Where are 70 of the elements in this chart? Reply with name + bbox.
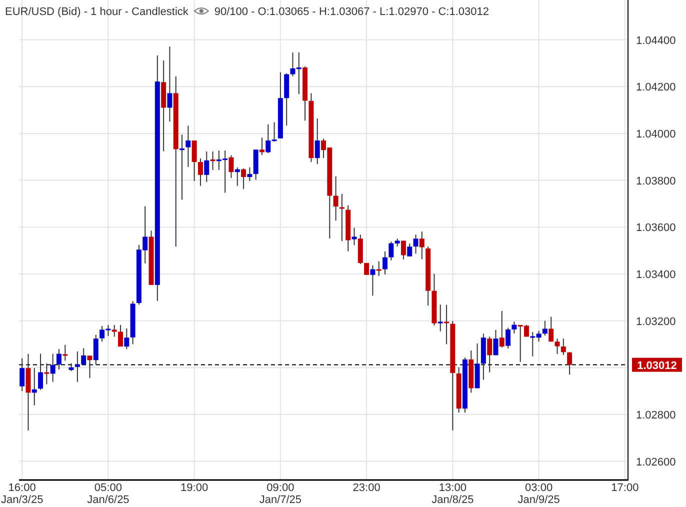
- candlestick: [376, 260, 382, 277]
- y-tick-label: 1.03800: [636, 175, 676, 188]
- candlestick: [56, 348, 62, 370]
- candlestick: [339, 193, 344, 242]
- candlestick: [74, 350, 80, 382]
- x-tick-label: 05:00 Jan/6/25: [87, 482, 130, 506]
- x-tick-label: 16:00 Jan/3/25: [0, 482, 44, 506]
- candlestick: [62, 344, 68, 362]
- candlestick: [247, 166, 252, 182]
- candlestick: [38, 353, 44, 390]
- candlestick: [124, 328, 130, 350]
- y-tick-label: 1.02600: [636, 456, 676, 468]
- candlestick: [204, 150, 210, 182]
- y-tick-label: 1.04400: [636, 34, 676, 47]
- x-tick-label: 09:00 Jan/7/25: [259, 482, 302, 506]
- text: EUR/USD (Bid) - 1 hour - Candlestick: [5, 6, 189, 18]
- candlestick: [87, 355, 92, 378]
- candlestick: [44, 362, 50, 385]
- candlestick: [499, 310, 504, 348]
- candlestick: [118, 324, 123, 348]
- x-tick-label: 17:00: [611, 482, 639, 494]
- candlestick: [180, 134, 185, 200]
- candlestick: [81, 348, 86, 366]
- candlestick: [259, 137, 264, 156]
- candlestick: [493, 329, 498, 356]
- candlestick: [241, 168, 246, 190]
- x-tick-label: 23:00: [352, 482, 380, 494]
- candlestick: [382, 250, 388, 275]
- candlestick: [487, 336, 492, 373]
- ref-line-label: 1.03012: [637, 360, 677, 372]
- candlestick: [388, 241, 394, 261]
- candlestick: [548, 316, 554, 342]
- text: 90/100 - O:1.03065 - H:1.03067 - L:1.02970 - C:1.03012: [214, 6, 489, 18]
- candlestick: [438, 304, 443, 332]
- x-tick-label: 19:00: [180, 482, 208, 494]
- y-tick-label: 1.03600: [636, 222, 676, 234]
- candlestick: [419, 231, 424, 260]
- candlestick: [210, 150, 216, 170]
- candlestick: [167, 46, 172, 122]
- candlestick: [112, 324, 117, 338]
- candlestick: [50, 353, 56, 382]
- candlestick: [186, 125, 191, 168]
- candlestick: [444, 304, 450, 345]
- candlestick: [228, 154, 234, 178]
- y-tick-label: 1.02800: [636, 409, 676, 422]
- candlestick: [370, 264, 376, 296]
- x-tick-label: 13:00 Jan/8/25: [432, 482, 474, 506]
- candlestick: [542, 320, 548, 336]
- candlestick: [506, 327, 511, 349]
- y-tick-label: 1.04200: [636, 82, 676, 94]
- candlestick: [20, 358, 25, 392]
- candlestick: [512, 321, 517, 334]
- candlestick: [314, 118, 320, 165]
- candlestick: [333, 176, 338, 222]
- candlestick: [554, 338, 560, 355]
- candlestick: [400, 240, 406, 260]
- candlestick: [567, 351, 572, 376]
- candlestick: [413, 234, 418, 254]
- candlestick: [352, 227, 357, 246]
- y-tick-label: 1.03200: [636, 316, 676, 328]
- candlestick: [284, 72, 290, 126]
- y-tick-label: 1.04000: [636, 128, 676, 140]
- candlestick: [93, 334, 98, 366]
- candlestick: [407, 243, 412, 257]
- x-tick-label: 03:00 Jan/9/25: [518, 482, 560, 506]
- candlestick: [32, 368, 37, 406]
- y-tick-label: 1.03400: [636, 268, 676, 281]
- candlestick: [198, 158, 203, 186]
- candlestick: [560, 338, 566, 356]
- candlestick: [192, 140, 197, 182]
